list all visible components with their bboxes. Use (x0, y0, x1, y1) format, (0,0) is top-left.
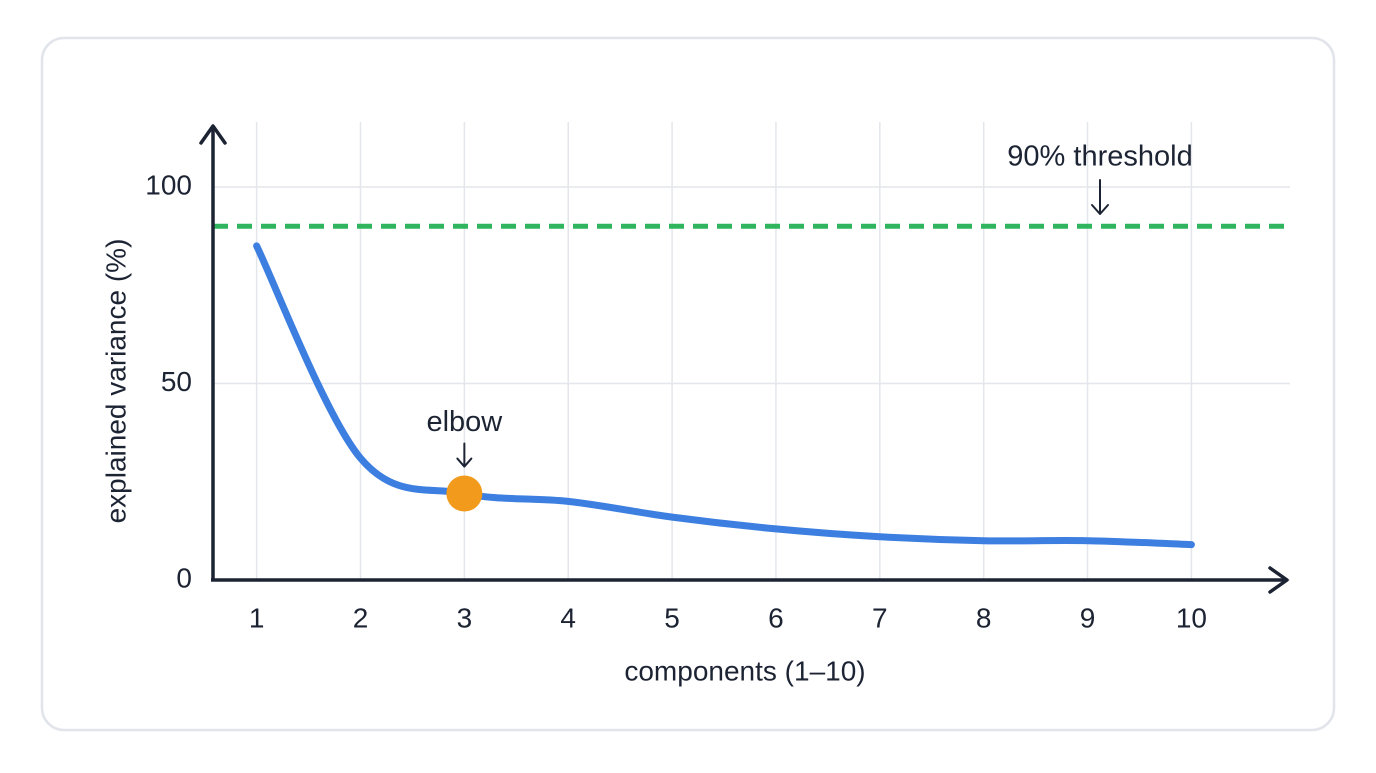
x-axis-arrow (1268, 566, 1289, 594)
labels: components (1–10) explained variance (%)… (100, 141, 1207, 687)
x-tick-label: 8 (976, 602, 992, 633)
x-axis-label: components (1–10) (624, 655, 865, 686)
threshold-label: 90% threshold (1007, 141, 1192, 173)
elbow-label: elbow (426, 406, 503, 438)
threshold-arrow (1091, 179, 1109, 215)
x-tick-label: 10 (1176, 602, 1207, 633)
elbow-marker (446, 475, 483, 512)
axes (199, 124, 1289, 594)
x-tick-label: 1 (249, 602, 265, 633)
x-tick-label: 4 (560, 602, 576, 633)
variance-line (253, 242, 1195, 549)
x-tick-label: 7 (872, 602, 888, 633)
x-tick-label: 3 (457, 602, 473, 633)
y-tick-label: 100 (145, 169, 192, 200)
x-tick-label: 5 (664, 602, 680, 633)
elbow-arrow (456, 442, 473, 468)
y-tick-label: 0 (176, 562, 192, 593)
marks (213, 223, 1290, 549)
grid (213, 122, 1290, 581)
x-tick-label: 2 (353, 602, 369, 633)
x-tick-label: 9 (1080, 602, 1096, 633)
y-tick-label: 50 (161, 366, 192, 397)
y-axis-label: explained variance (%) (100, 239, 131, 524)
y-axis-arrow (199, 124, 227, 145)
x-tick-label: 6 (768, 602, 784, 633)
